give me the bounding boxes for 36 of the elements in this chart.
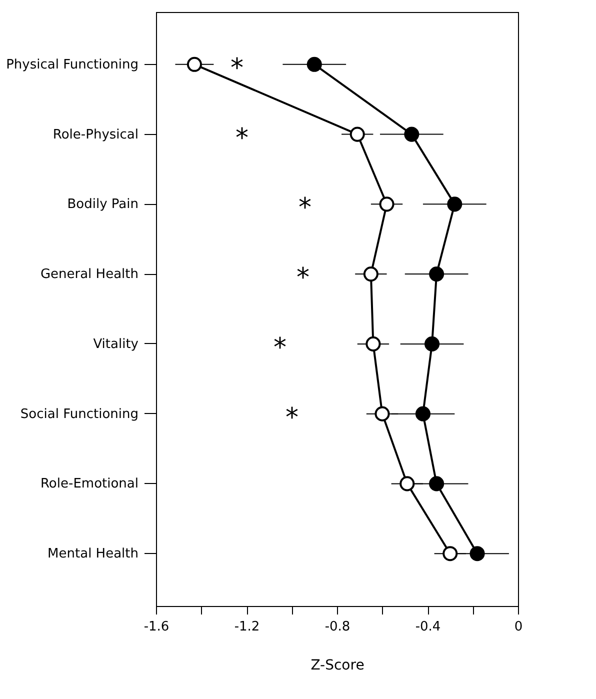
x-tick-label: -1.6 (144, 620, 170, 634)
y-tick-label: Social Functioning (20, 406, 138, 422)
point (186, 56, 202, 72)
point (306, 56, 322, 72)
point (424, 336, 440, 352)
point (429, 266, 444, 282)
point (379, 196, 394, 212)
annotation: * (286, 402, 298, 433)
x-tick-label: 0 (514, 620, 523, 634)
annotation: * (296, 263, 310, 294)
point (415, 406, 430, 422)
point (447, 196, 462, 212)
x-tick-label: -0.8 (324, 620, 350, 634)
annotation: * (298, 193, 312, 224)
point (470, 546, 485, 562)
annotation: * (274, 332, 286, 363)
y-tick-label: Physical Functioning (6, 57, 138, 72)
annotation: * (236, 123, 248, 154)
x-axis-title: Z-Score (310, 658, 364, 674)
y-tick-label: General Health (40, 267, 138, 282)
y-tick-label: Mental Health (48, 546, 138, 562)
point (350, 126, 365, 142)
point (363, 266, 378, 282)
point (400, 476, 415, 492)
y-tick-label: Vitality (93, 336, 139, 352)
point (442, 546, 458, 562)
y-tick-label: Role-Physical (52, 127, 138, 142)
y-tick-label: Bodily Pain (67, 197, 138, 212)
point (366, 336, 381, 352)
point (404, 126, 420, 142)
point (429, 476, 444, 492)
x-tick-label: -1.2 (234, 620, 260, 634)
annotation: * (230, 53, 244, 84)
x-tick-label: -0.4 (415, 620, 441, 634)
y-tick-label: Role-Emotional (40, 476, 138, 492)
point (374, 406, 390, 422)
